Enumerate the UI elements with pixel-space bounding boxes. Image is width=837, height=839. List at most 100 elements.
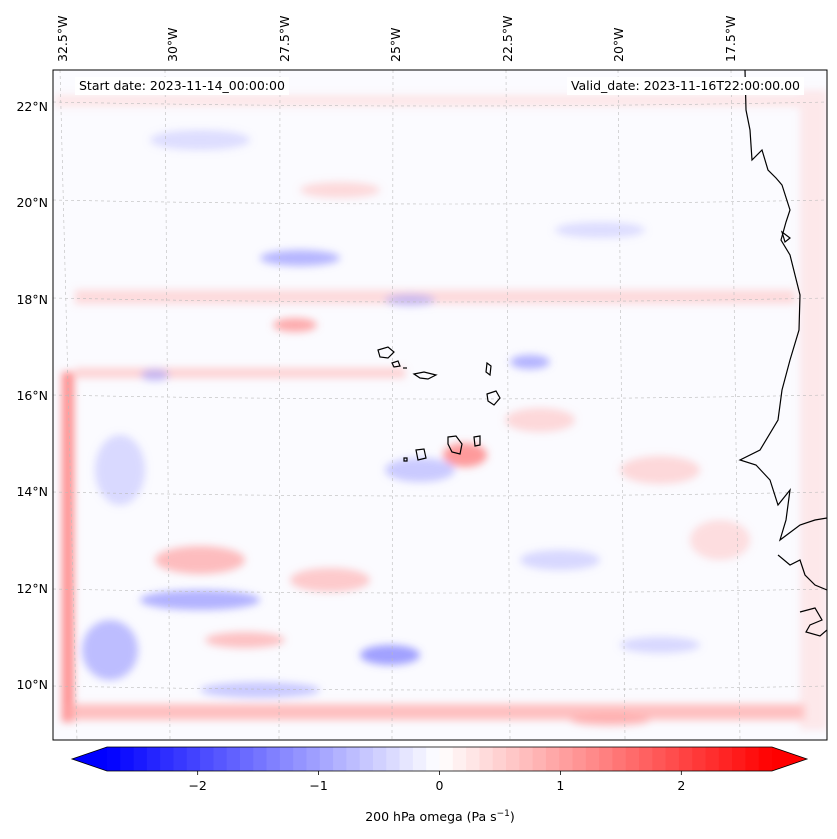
coastlines — [738, 70, 827, 637]
lon-label: 17.5°W — [723, 16, 738, 62]
coast-segment-south — [777, 554, 827, 591]
colorbar-extend-max — [772, 747, 807, 771]
colorbar-segment — [692, 747, 707, 771]
map-panel — [53, 70, 827, 740]
colorbar-label-main: 200 hPa omega (Pa s — [365, 809, 496, 824]
parallel-14n — [53, 491, 827, 497]
colorbar-segment — [266, 747, 281, 771]
colorbar-segment — [200, 747, 214, 771]
colorbar-segment — [665, 747, 680, 771]
island-santo-antao — [377, 346, 395, 359]
latitude-labels: 22°N 20°N 18°N 16°N 14°N 12°N 10°N — [16, 99, 48, 692]
colorbar-segment — [758, 747, 773, 771]
meridian-17-5w — [730, 70, 741, 740]
colorbar-tick-label: 0 — [436, 778, 444, 793]
colorbar-segment — [213, 747, 228, 771]
colorbar-segment — [359, 747, 374, 771]
parallel-12n — [53, 588, 827, 594]
colorbar-tick-label: 1 — [556, 778, 564, 793]
colorbar-segment — [399, 747, 414, 771]
parallel-18n — [53, 297, 827, 303]
lat-label: 12°N — [16, 581, 48, 596]
island-sao-vicente — [391, 360, 401, 368]
lat-label: 16°N — [16, 388, 48, 403]
island-boa-vista — [486, 390, 501, 406]
colorbar-segment — [585, 747, 600, 771]
colorbar-outline — [70, 746, 809, 772]
colorbar-label-end: ) — [510, 809, 515, 824]
colorbar-segment — [506, 747, 520, 771]
colorbar-segment — [346, 747, 361, 771]
colorbar-label: 200 hPa omega (Pa s−1) — [365, 809, 515, 824]
colorbar-segment — [107, 747, 121, 771]
valid-date-prefix: Valid_date: — [570, 78, 644, 93]
colorbar-segment — [652, 747, 667, 771]
parallel-16n — [53, 394, 827, 400]
start-date-label: Start date: 2023-11-14_00:00:00 — [75, 77, 289, 95]
colorbar-segment — [439, 747, 454, 771]
colorbar-segment — [186, 747, 201, 771]
meridian-30w — [164, 70, 171, 740]
start-date-prefix: Start date: — [79, 78, 150, 93]
meridian-20w — [617, 70, 626, 740]
colorbar: −2 −1 0 1 2 200 hPa omega (Pa s−1) — [70, 746, 809, 824]
valid-date-value: 2023-11-16T22:00:00.00 — [643, 78, 800, 93]
coast-segment-bissagos — [799, 607, 827, 637]
lat-label: 20°N — [16, 195, 48, 210]
meridian-27-5w — [278, 70, 281, 740]
meridian-25w — [391, 70, 394, 740]
colorbar-segment — [745, 747, 760, 771]
meridian-32-5w — [59, 70, 78, 740]
colorbar-segment — [373, 747, 387, 771]
colorbar-segment — [559, 747, 574, 771]
map-background — [53, 70, 827, 740]
colorbar-segment — [319, 747, 334, 771]
lat-label: 22°N — [16, 99, 48, 114]
colorbar-segment — [120, 747, 135, 771]
colorbar-segment — [718, 747, 733, 771]
island-maio — [473, 435, 481, 447]
colorbar-segment — [226, 747, 241, 771]
lon-label: 30°W — [165, 27, 180, 62]
colorbar-segment — [466, 747, 480, 771]
colorbar-segment — [625, 747, 640, 771]
colorbar-segment — [639, 747, 653, 771]
meridian-22-5w — [505, 70, 511, 740]
omega-field — [55, 90, 827, 730]
start-date-value: 2023-11-14_00:00:00 — [149, 78, 285, 93]
map-frame — [52, 69, 828, 741]
colorbar-segment — [333, 747, 347, 771]
colorbar-segment — [173, 747, 188, 771]
longitude-labels: 32.5°W 30°W 27.5°W 25°W 22.5°W 20°W 17.5… — [55, 16, 738, 62]
island-sao-nicolau — [412, 371, 438, 380]
island-santiago — [447, 435, 463, 455]
colorbar-segment — [705, 747, 720, 771]
colorbar-segment — [732, 747, 746, 771]
parallel-20n — [53, 199, 827, 205]
colorbar-segment — [306, 747, 321, 771]
colorbar-segment — [160, 747, 175, 771]
colorbar-segment — [412, 747, 427, 771]
island-fogo — [415, 448, 427, 461]
colorbar-segment — [240, 747, 254, 771]
lat-label: 14°N — [16, 484, 48, 499]
colorbar-segment — [452, 747, 467, 771]
colorbar-segments — [72, 747, 807, 771]
colorbar-segment — [532, 747, 547, 771]
colorbar-segment — [572, 747, 587, 771]
island-brava — [403, 457, 408, 462]
colorbar-segment — [426, 747, 441, 771]
cape-verde-islands — [377, 346, 501, 462]
colorbar-ticks: −2 −1 0 1 2 — [188, 771, 685, 793]
colorbar-segment — [678, 747, 693, 771]
lon-label: 32.5°W — [55, 16, 70, 62]
colorbar-segment — [146, 747, 161, 771]
graticule — [53, 70, 827, 740]
lat-label: 18°N — [16, 292, 48, 307]
valid-date-label: Valid_date: 2023-11-16T22:00:00.00 — [566, 77, 804, 95]
africa-coastline — [738, 70, 827, 542]
colorbar-tick-label: −1 — [309, 778, 327, 793]
colorbar-extend-min — [72, 747, 107, 771]
coast-segment-bissagos-2 — [780, 230, 791, 244]
